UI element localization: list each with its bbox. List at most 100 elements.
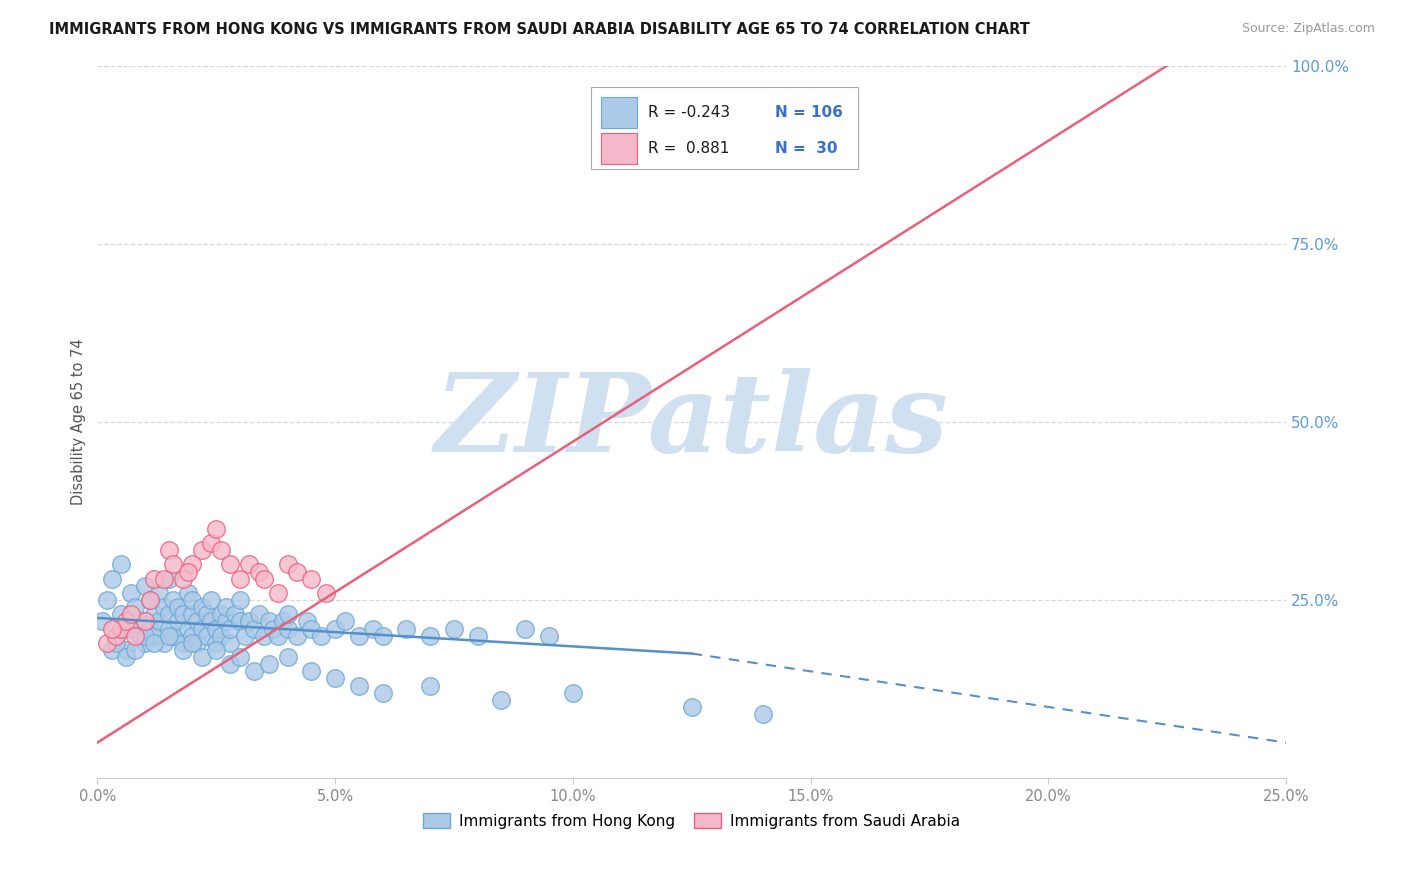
Point <box>323 672 346 686</box>
Point <box>110 558 132 572</box>
Text: R = -0.243: R = -0.243 <box>648 105 730 120</box>
Point <box>238 615 260 629</box>
Point <box>195 607 218 622</box>
Point <box>176 586 198 600</box>
Point <box>323 622 346 636</box>
Point <box>224 607 246 622</box>
Point <box>262 622 284 636</box>
Text: N =  30: N = 30 <box>775 141 838 156</box>
Point <box>229 572 252 586</box>
Point <box>309 629 332 643</box>
Point <box>134 615 156 629</box>
Point <box>105 636 128 650</box>
Point <box>277 558 299 572</box>
Point <box>134 615 156 629</box>
Point <box>467 629 489 643</box>
Point <box>148 615 170 629</box>
Point <box>148 586 170 600</box>
FancyBboxPatch shape <box>591 87 858 169</box>
Y-axis label: Disability Age 65 to 74: Disability Age 65 to 74 <box>72 339 86 505</box>
Point <box>285 565 308 579</box>
Point <box>285 629 308 643</box>
Point <box>181 636 204 650</box>
Point <box>333 615 356 629</box>
Point <box>167 615 190 629</box>
Point <box>200 593 222 607</box>
Point <box>219 636 242 650</box>
Point <box>172 607 194 622</box>
Point <box>143 629 166 643</box>
Text: Source: ZipAtlas.com: Source: ZipAtlas.com <box>1241 22 1375 36</box>
Point <box>229 593 252 607</box>
Text: ZIPatlas: ZIPatlas <box>434 368 949 475</box>
Point <box>162 629 184 643</box>
Point <box>191 650 214 665</box>
Point <box>299 572 322 586</box>
Point <box>100 622 122 636</box>
Point <box>162 593 184 607</box>
Point <box>172 636 194 650</box>
Point <box>195 629 218 643</box>
Point <box>186 615 208 629</box>
Point <box>247 565 270 579</box>
Point <box>515 622 537 636</box>
Point <box>191 622 214 636</box>
Point <box>491 693 513 707</box>
Point <box>134 579 156 593</box>
Point <box>257 657 280 672</box>
Point <box>419 679 441 693</box>
Point <box>537 629 560 643</box>
Point <box>200 536 222 550</box>
Point <box>277 650 299 665</box>
Point <box>153 572 176 586</box>
Point <box>267 586 290 600</box>
Point <box>443 622 465 636</box>
Point <box>181 558 204 572</box>
Point <box>277 622 299 636</box>
Point <box>267 629 290 643</box>
Point <box>134 636 156 650</box>
Point <box>215 615 238 629</box>
Text: IMMIGRANTS FROM HONG KONG VS IMMIGRANTS FROM SAUDI ARABIA DISABILITY AGE 65 TO 7: IMMIGRANTS FROM HONG KONG VS IMMIGRANTS … <box>49 22 1031 37</box>
Point <box>176 565 198 579</box>
Point <box>96 636 118 650</box>
Point <box>96 593 118 607</box>
Point <box>347 679 370 693</box>
Point <box>157 543 180 558</box>
Point <box>419 629 441 643</box>
Point <box>299 622 322 636</box>
Point <box>229 650 252 665</box>
Point <box>253 572 276 586</box>
Point <box>120 607 142 622</box>
Point <box>200 615 222 629</box>
Point <box>138 593 160 607</box>
Point <box>219 558 242 572</box>
Point <box>229 615 252 629</box>
Point <box>162 558 184 572</box>
Point <box>120 586 142 600</box>
Point <box>181 607 204 622</box>
Point <box>681 700 703 714</box>
Point <box>143 572 166 586</box>
Point <box>172 643 194 657</box>
Point <box>115 650 138 665</box>
Point <box>157 607 180 622</box>
Point <box>247 607 270 622</box>
Point <box>181 629 204 643</box>
Point <box>176 622 198 636</box>
Point <box>186 636 208 650</box>
Point <box>191 543 214 558</box>
Point <box>219 622 242 636</box>
Point <box>371 629 394 643</box>
Point <box>181 593 204 607</box>
Point <box>157 572 180 586</box>
Point <box>153 636 176 650</box>
Point <box>233 629 256 643</box>
Point <box>238 558 260 572</box>
Point <box>299 665 322 679</box>
Point <box>219 657 242 672</box>
Point <box>134 629 156 643</box>
Point <box>209 607 232 622</box>
Point <box>100 643 122 657</box>
Point <box>105 629 128 643</box>
